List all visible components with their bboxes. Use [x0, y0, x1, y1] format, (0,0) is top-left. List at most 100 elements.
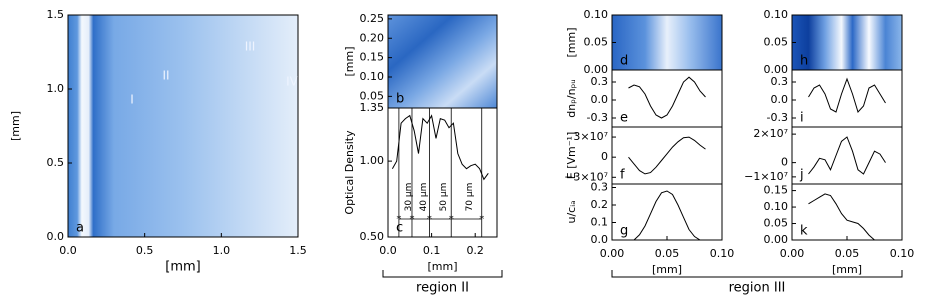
boundary-star: *	[449, 214, 454, 225]
region-marker: I	[130, 93, 134, 107]
y-tick-label: 0.00	[764, 233, 789, 246]
image	[612, 15, 722, 70]
y-tick-label: 1.00	[360, 154, 385, 167]
x-tick-label: 0.1	[423, 244, 441, 257]
y-tick-label: 0.0	[591, 93, 609, 106]
line	[808, 136, 886, 175]
y-tick-label: 0.3	[591, 75, 609, 88]
y-tick-label: 0.10	[764, 8, 789, 21]
boundary-star: *	[427, 214, 432, 225]
width-label: 50 μm	[439, 183, 449, 212]
y-axis-label: E [Vm⁻¹]	[565, 132, 578, 180]
y-tick-label: 0.20	[360, 31, 385, 44]
region-marker: II	[162, 69, 169, 83]
y-tick-label: 1.0	[47, 82, 65, 95]
y-tick-label: 0.3	[771, 75, 789, 88]
region-bracket	[382, 270, 503, 278]
y-tick-label: 0.3	[591, 181, 609, 194]
width-label: 70 μm	[465, 183, 475, 212]
image	[792, 15, 902, 70]
y-axis-label: [mm]	[9, 111, 22, 141]
panel-letter: b	[396, 92, 404, 107]
frame	[67, 14, 299, 238]
x-tick-label: 0.0	[59, 244, 77, 257]
x-axis-label: [mm]	[832, 263, 862, 276]
y-tick-label: 0.15	[764, 184, 789, 197]
panel-letter: a	[76, 221, 84, 236]
y-tick-label: 0	[601, 150, 608, 163]
region-label: region II	[416, 281, 469, 296]
y-tick-label: 0.05	[764, 36, 789, 49]
x-tick-label: 0.10	[710, 247, 735, 260]
x-tick-label: 1.0	[213, 244, 231, 257]
y-tick-label: 0.0	[771, 93, 789, 106]
y-tick-label: -0.3	[587, 111, 608, 124]
y-tick-label: 0.0	[47, 230, 65, 243]
line	[633, 190, 706, 241]
x-tick-label: 0.5	[136, 244, 154, 257]
x-tick-label: 0.00	[600, 247, 625, 260]
y-tick-label: 0.05	[584, 36, 609, 49]
image	[388, 15, 497, 108]
image	[68, 15, 298, 237]
panel-letter: i	[800, 111, 804, 126]
y-tick-label: 2×10⁷	[753, 127, 788, 140]
y-tick-label: 0.15	[360, 51, 385, 64]
panel-letter: g	[620, 224, 628, 239]
y-tick-label: 1.35	[360, 101, 385, 114]
y-tick-label: 0.2	[591, 198, 609, 211]
y-tick-label: 3×10⁷	[573, 130, 608, 143]
x-axis-label: [mm]	[652, 263, 682, 276]
x-tick-label: 0.0	[379, 244, 397, 257]
x-axis-label: [mm]	[165, 260, 200, 275]
line	[391, 114, 489, 181]
frame	[387, 107, 498, 238]
frame	[611, 183, 723, 241]
y-tick-label: 0.05	[360, 89, 385, 102]
width-label: 40 μm	[419, 183, 429, 212]
y-tick-label: 0.25	[360, 12, 385, 25]
x-axis-label: [mm]	[427, 260, 457, 273]
y-tick-label: 0.0	[591, 233, 609, 246]
region-label: region III	[729, 281, 786, 296]
y-tick-label: 0.10	[764, 200, 789, 213]
panel-letter: h	[800, 54, 808, 69]
region-marker: IV	[286, 75, 299, 89]
y-tick-label: 0.10	[360, 70, 385, 83]
frame	[611, 126, 723, 185]
width-label: 30 μm	[404, 183, 414, 212]
y-tick-label: −1×10⁷	[744, 170, 788, 183]
x-tick-label: 0.00	[780, 247, 805, 260]
y-axis-label: u/cᵢₐ	[565, 201, 578, 224]
y-tick-label: 0.10	[584, 8, 609, 21]
line	[628, 76, 706, 119]
y-tick-label: 0.00	[584, 63, 609, 76]
panel-letter: k	[800, 224, 808, 239]
y-tick-label: −3×10⁷	[564, 170, 608, 183]
x-tick-label: 0.05	[835, 247, 860, 260]
line	[808, 193, 886, 241]
x-tick-label: 0.2	[466, 244, 484, 257]
y-tick-label: -0.3	[767, 111, 788, 124]
y-tick-label: 0.50	[360, 230, 385, 243]
y-tick-label: 0.05	[764, 217, 789, 230]
boundary-star: *	[396, 214, 401, 225]
y-axis-label: Optical Density	[343, 130, 356, 215]
line	[628, 136, 706, 175]
region-bracket	[611, 270, 903, 278]
x-tick-label: 1.5	[289, 244, 307, 257]
boundary-star: *	[479, 214, 484, 225]
panel-letter: d	[620, 54, 628, 69]
x-tick-label: 0.10	[890, 247, 915, 260]
panel-letter: f	[620, 168, 625, 183]
y-tick-label: 0.00	[764, 63, 789, 76]
y-axis-label: dnₚ/nₚᵤ	[565, 79, 578, 118]
boundary-star: *	[409, 214, 414, 225]
panel-letter: j	[799, 168, 804, 183]
y-tick-label: 0.1	[591, 216, 609, 229]
region-marker: III	[245, 40, 256, 54]
line	[808, 77, 886, 113]
y-axis-label: [mm]	[565, 27, 578, 57]
frame	[611, 69, 723, 128]
